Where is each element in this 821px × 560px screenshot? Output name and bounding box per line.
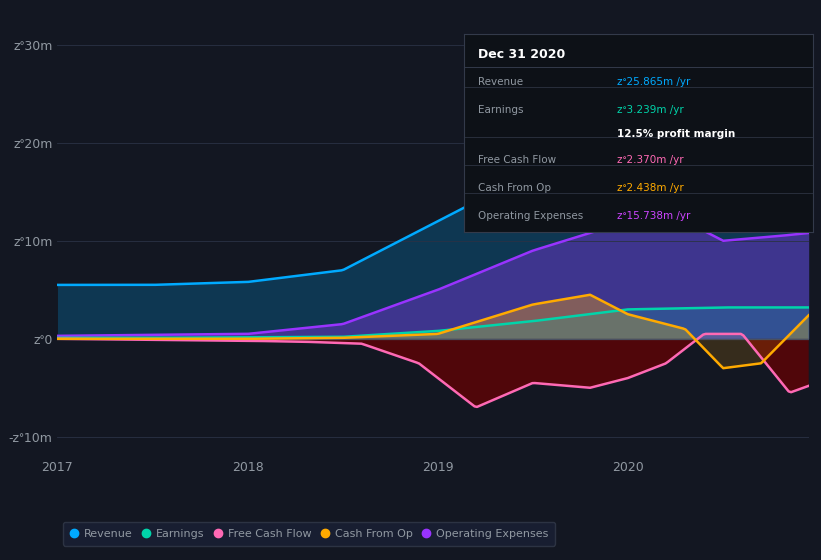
Text: Free Cash Flow: Free Cash Flow	[478, 155, 556, 165]
Text: zᐤ25.865m /yr: zᐤ25.865m /yr	[617, 77, 690, 87]
Text: 12.5% profit margin: 12.5% profit margin	[617, 129, 736, 139]
Text: Cash From Op: Cash From Op	[478, 183, 551, 193]
Text: Dec 31 2020: Dec 31 2020	[478, 48, 565, 60]
Text: zᐤ15.738m /yr: zᐤ15.738m /yr	[617, 211, 690, 221]
Text: Revenue: Revenue	[478, 77, 523, 87]
Text: zᐤ3.239m /yr: zᐤ3.239m /yr	[617, 105, 684, 115]
Text: Operating Expenses: Operating Expenses	[478, 211, 583, 221]
Text: zᐤ2.370m /yr: zᐤ2.370m /yr	[617, 155, 684, 165]
Text: zᐤ2.438m /yr: zᐤ2.438m /yr	[617, 183, 684, 193]
Legend: Revenue, Earnings, Free Cash Flow, Cash From Op, Operating Expenses: Revenue, Earnings, Free Cash Flow, Cash …	[63, 522, 555, 545]
Text: Earnings: Earnings	[478, 105, 523, 115]
